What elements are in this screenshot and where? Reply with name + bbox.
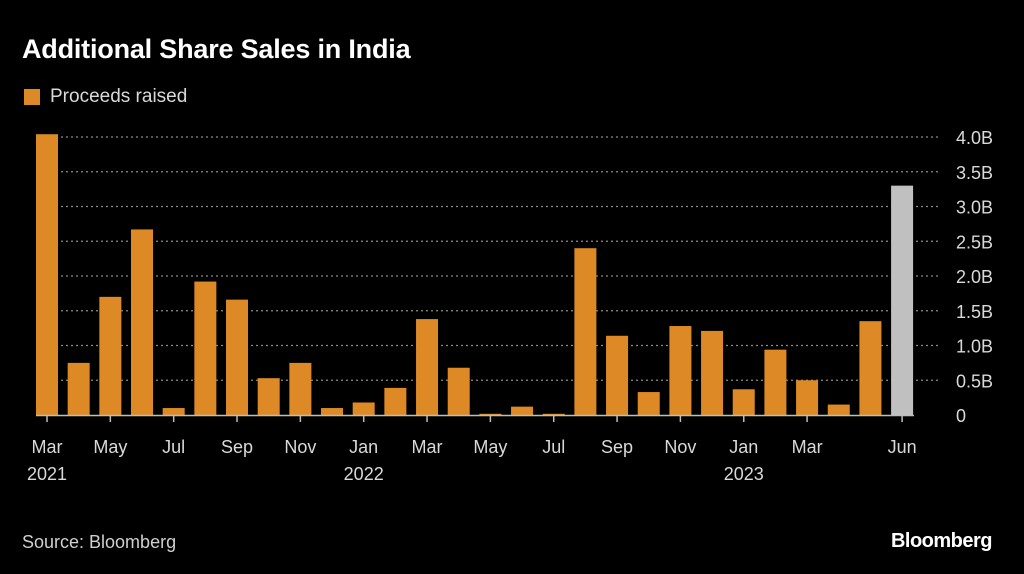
bar xyxy=(131,229,154,415)
x-tick-label-month: May xyxy=(93,437,127,457)
bar xyxy=(257,378,280,415)
x-tick-label-month: Sep xyxy=(221,437,253,457)
bar xyxy=(67,362,90,415)
bar xyxy=(542,413,565,415)
y-tick-label: 1.0B xyxy=(956,337,993,357)
legend-label: Proceeds raised xyxy=(50,86,188,107)
bar xyxy=(859,321,882,415)
x-tick-label-month: Nov xyxy=(664,437,696,457)
legend: Proceeds raised xyxy=(24,86,187,108)
y-tick-label: 0 xyxy=(956,406,966,426)
bar xyxy=(479,413,502,415)
x-tick-label-month: Jun xyxy=(888,437,917,457)
bars xyxy=(36,134,914,415)
bar xyxy=(99,296,122,415)
bar xyxy=(511,406,534,415)
bar xyxy=(194,281,217,415)
x-tick-label-month: Nov xyxy=(284,437,316,457)
x-tick-label-month: Jan xyxy=(349,437,378,457)
bar xyxy=(796,380,819,415)
bar xyxy=(827,404,850,415)
chart-title: Additional Share Sales in India xyxy=(22,34,411,64)
bar xyxy=(669,326,692,415)
bar xyxy=(416,319,439,415)
y-tick-label: 2.5B xyxy=(956,232,993,252)
x-axis-labels: Mar 2021 May Jul Sep Nov Jan 2022 Mar May Jul Sep No… xyxy=(27,437,917,484)
y-axis-labels: 0 0.5B 1.0B 1.5B 2.0B 2.5B 3.0B 3.5B 4.0B xyxy=(956,128,993,426)
x-tick-label-month: Sep xyxy=(601,437,633,457)
x-tick-label-month: Jul xyxy=(542,437,565,457)
bar xyxy=(162,408,185,415)
x-tick-label-year: 2021 xyxy=(27,464,67,484)
y-tick-label: 4.0B xyxy=(956,128,993,148)
y-tick-label: 3.5B xyxy=(956,163,993,183)
y-tick-label: 0.5B xyxy=(956,371,993,391)
legend-swatch xyxy=(24,89,40,105)
bloomberg-logo: Bloomberg xyxy=(890,530,993,552)
bar xyxy=(36,134,58,415)
bar xyxy=(321,408,344,415)
bar xyxy=(701,330,724,415)
x-tick-label-month: May xyxy=(473,437,507,457)
gridlines xyxy=(36,136,940,381)
x-tick-label-month: Jan xyxy=(729,437,758,457)
x-tick-label-year: 2022 xyxy=(344,464,384,484)
x-tick-label-month: Mar xyxy=(32,437,63,457)
bar xyxy=(352,402,375,415)
bar xyxy=(606,335,629,415)
bar-highlight xyxy=(891,185,914,415)
y-tick-label: 3.0B xyxy=(956,198,993,218)
bar xyxy=(574,248,597,415)
bar xyxy=(226,299,249,415)
source-note: Source: Bloomberg xyxy=(22,532,177,552)
x-tick-label-month: Mar xyxy=(792,437,823,457)
bar xyxy=(764,349,787,415)
x-tick-label-month: Jul xyxy=(162,437,185,457)
bar xyxy=(384,387,407,415)
bar xyxy=(637,392,660,415)
bar xyxy=(289,362,312,415)
x-tick-label-month: Mar xyxy=(412,437,443,457)
bar xyxy=(447,367,470,415)
y-tick-label: 1.5B xyxy=(956,302,993,322)
x-axis xyxy=(36,414,914,422)
bar xyxy=(732,389,755,415)
x-tick-label-year: 2023 xyxy=(724,464,764,484)
y-tick-label: 2.0B xyxy=(956,267,993,287)
